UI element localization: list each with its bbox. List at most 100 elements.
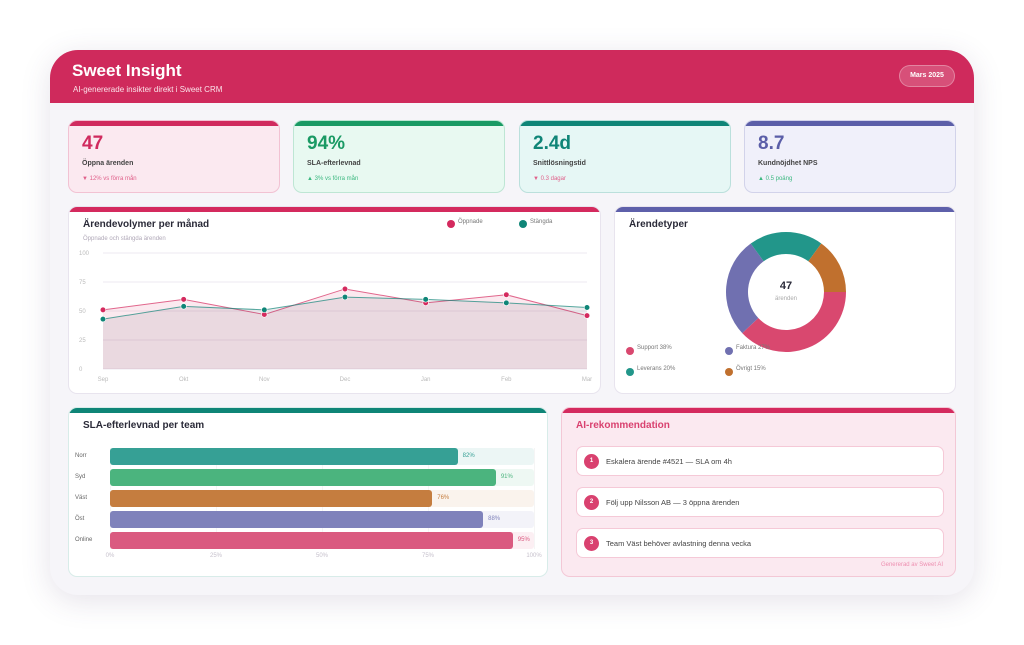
donut-center-value: 47 <box>779 280 793 292</box>
team-label: Norr <box>75 453 87 459</box>
kpi-card[interactable]: 2.4d Snittlösningstid ▼ 0.3 dagar <box>519 120 731 193</box>
ai-footer: Genererad av Sweet AI <box>880 562 943 568</box>
team-label: Online <box>75 537 93 543</box>
kpi-card[interactable]: 47 Öppna ärenden ▼ 12% vs förra mån <box>68 120 280 193</box>
data-point <box>583 304 591 311</box>
y-tick-label: 100 <box>79 251 90 257</box>
legend-opened[interactable]: Öppnade <box>458 219 483 225</box>
kpi-label: Öppna ärenden <box>82 160 134 167</box>
kpi-delta: ▼ 12% vs förra mån <box>82 176 137 182</box>
x-tick-label: Okt <box>179 377 189 383</box>
y-tick-label: 50 <box>79 309 86 315</box>
x-tick-label: 75% <box>421 553 434 559</box>
y-tick-label: 0 <box>79 367 83 373</box>
x-tick-label: Sep <box>98 377 109 383</box>
app-subtitle: AI-genererade insikter direkt i Sweet CR… <box>73 85 223 94</box>
legend-closed[interactable]: Stängda <box>530 219 553 225</box>
chart-title: SLA-efterlevnad per team <box>83 420 205 431</box>
kpi-value: 2.4d <box>533 133 572 154</box>
y-tick-label: 75 <box>79 280 86 286</box>
legend-item[interactable]: Faktura 27% <box>736 345 771 351</box>
data-point <box>341 293 349 301</box>
kpi-value: 47 <box>82 133 104 154</box>
rec-text: Team Väst behöver avlastning denna vecka <box>606 539 752 548</box>
data-point <box>341 285 349 293</box>
team-label: Syd <box>75 474 86 480</box>
x-tick-label: Nov <box>259 377 270 383</box>
legend-dot <box>626 368 634 376</box>
data-point <box>180 296 187 303</box>
x-tick-label: Mar <box>582 377 592 383</box>
bar-value-label: 95% <box>517 537 530 543</box>
team-label: Väst <box>75 495 88 501</box>
x-tick-label: Jan <box>421 377 431 383</box>
rec-number: 2 <box>584 495 599 510</box>
legend-item[interactable]: Övrigt 15% <box>736 366 766 372</box>
recommendation-item[interactable]: 3 Team Väst behöver avlastning denna veck… <box>576 528 944 558</box>
donut-slice-övrigt <box>808 243 846 292</box>
kpi-card[interactable]: 94% SLA-efterlevnad ▲ 3% vs förra mån <box>293 120 505 193</box>
kpi-card[interactable]: 8.7 Kundnöjdhet NPS ▲ 0.5 poäng <box>744 120 956 193</box>
x-tick-label: 25% <box>209 553 222 559</box>
data-point <box>503 291 510 298</box>
chart-subtitle: Öppnade och stängda ärenden <box>83 236 166 242</box>
chart-title: Ärendetyper <box>629 219 688 230</box>
ai-recommendation-card: AI-rekommendation 1 Eskalera ärende #4521… <box>561 407 956 577</box>
rec-text: Följ upp Nilsson AB — 3 öppna ärenden <box>606 498 740 507</box>
legend-dot <box>725 368 733 376</box>
types-chart-card: Ärendetyper 47 ärenden Support 38% Faktur… <box>614 206 956 394</box>
kpi-value: 8.7 <box>758 133 785 154</box>
legend-dot-opened <box>447 220 455 228</box>
rec-number: 3 <box>584 536 599 551</box>
bar-value-label: 76% <box>437 495 450 501</box>
kpi-delta: ▼ 0.3 dagar <box>533 176 566 182</box>
team-label: Öst <box>75 516 85 522</box>
x-tick-label: 50% <box>315 553 328 559</box>
chart-title: Ärendevolymer per månad <box>83 219 210 230</box>
bar-value-label: 82% <box>462 453 475 459</box>
data-point <box>261 306 268 313</box>
bar-fill <box>110 448 458 465</box>
x-tick-label: Dec <box>340 377 351 383</box>
data-point <box>99 316 107 323</box>
donut-chart <box>726 231 846 352</box>
kpi-label: SLA-efterlevnad <box>307 160 361 167</box>
donut-slice-support <box>742 292 846 352</box>
period-badge[interactable]: Mars 2025 <box>899 65 955 87</box>
bar-fill <box>110 511 484 528</box>
data-point <box>422 296 429 303</box>
sla-team-card: SLA-efterlevnad per team 0% 25% 50% 75% 100%… <box>68 407 548 577</box>
data-point <box>99 306 107 313</box>
data-point <box>503 299 510 306</box>
legend-item[interactable]: Support 38% <box>637 345 672 351</box>
series-area <box>103 297 587 369</box>
rec-text: Eskalera ärende #4521 — SLA om 4h <box>606 457 732 466</box>
kpi-label: Kundnöjdhet NPS <box>758 160 818 167</box>
data-point <box>180 303 187 310</box>
bar-value-label: 88% <box>488 516 501 522</box>
rec-number: 1 <box>584 454 599 469</box>
bar-value-label: 91% <box>500 474 513 480</box>
donut-slice-leverans <box>750 231 822 262</box>
bar-fill <box>110 532 513 549</box>
kpi-delta: ▲ 0.5 poäng <box>758 176 793 182</box>
x-tick-label: 0% <box>105 553 115 559</box>
line-chart: 0 25 50 75 100 Sep Okt Nov Dec Jan Feb Mar <box>79 251 592 383</box>
recommendation-item[interactable]: 1 Eskalera ärende #4521 — SLA om 4h <box>576 446 944 476</box>
data-point <box>583 312 591 319</box>
bar-fill <box>110 490 433 507</box>
y-tick-label: 25 <box>79 338 86 344</box>
legend-item[interactable]: Leverans 20% <box>637 366 676 372</box>
recommendation-item[interactable]: 2 Följ upp Nilsson AB — 3 öppna ärenden <box>576 487 944 517</box>
bar-fill <box>110 469 496 486</box>
legend-dot <box>626 347 634 355</box>
series-area <box>103 288 587 369</box>
legend-dot-closed <box>519 220 527 228</box>
x-tick-label: Feb <box>501 377 512 383</box>
donut-slice-faktura <box>726 243 764 334</box>
kpi-value: 94% <box>307 133 346 154</box>
kpi-delta: ▲ 3% vs förra mån <box>307 176 359 182</box>
header: Sweet Insight AI-genererade insikter dir… <box>50 50 974 103</box>
kpi-label: Snittlösningstid <box>533 160 586 167</box>
donut-center-label: ärenden <box>774 296 798 302</box>
